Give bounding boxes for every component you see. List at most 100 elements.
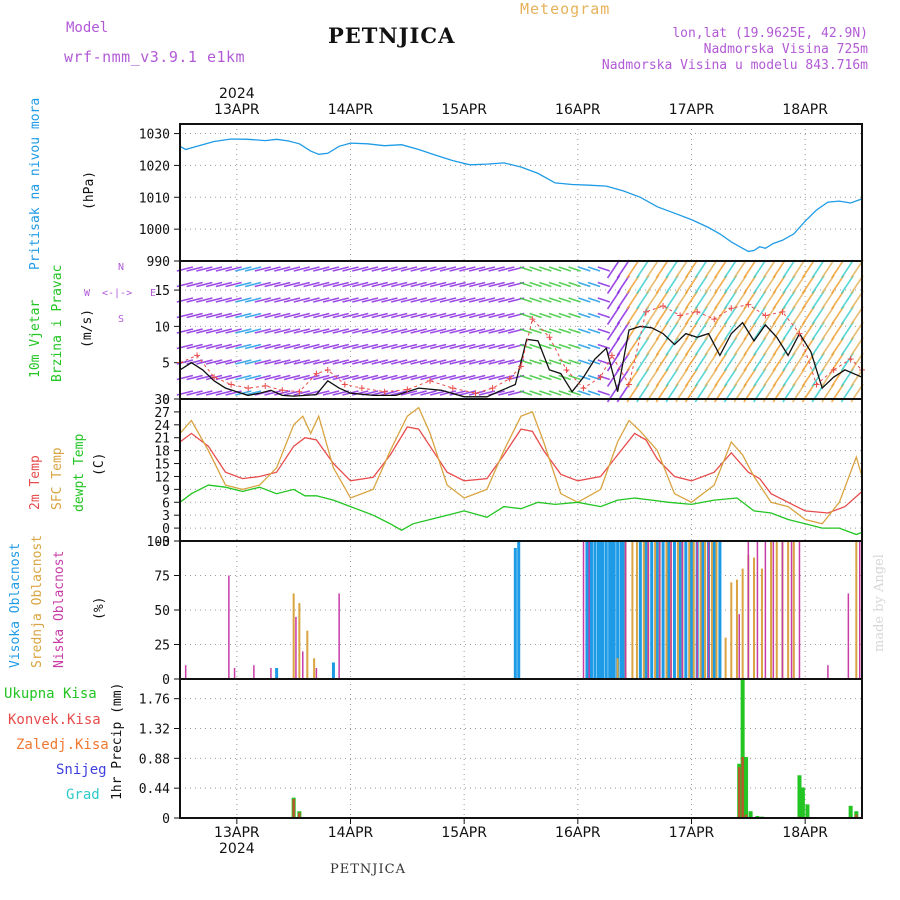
wind-arrow	[332, 281, 349, 288]
wind-arrow	[361, 359, 379, 365]
wind-arrow	[714, 321, 728, 341]
wind-arrow	[274, 359, 291, 365]
wind-arrow	[381, 312, 398, 319]
legend-frozen-rain: Zaledj.Kisa	[16, 737, 109, 753]
wind-arrow	[293, 297, 310, 303]
gust-marker	[660, 303, 667, 310]
wind-arrow	[313, 281, 330, 288]
wind-arrow	[675, 259, 689, 279]
wind-arrow	[655, 352, 669, 372]
bar-niska-oblacnost	[772, 541, 775, 679]
bar-srednja-oblacnost	[730, 582, 733, 679]
wind-arrow	[468, 359, 486, 365]
wind-arrow	[244, 343, 262, 350]
wind-arrow	[196, 359, 213, 365]
wind-arrow	[254, 281, 272, 288]
bar-ukupna-kisa	[740, 679, 745, 818]
wind-arrow	[519, 266, 533, 272]
wind-arrow	[655, 275, 669, 294]
wind-arrow	[352, 328, 369, 334]
wind-arrow	[371, 359, 388, 365]
bar-visoka-oblacnost	[690, 541, 693, 679]
wind-arrow	[762, 306, 777, 325]
wind-arrow	[293, 390, 310, 396]
wind-arrow	[381, 266, 398, 272]
wind-arrow	[665, 321, 679, 341]
product-title: Meteogram	[520, 0, 611, 18]
wind-arrow	[488, 328, 505, 334]
wind-arrow	[264, 359, 281, 365]
wind-arrow	[568, 312, 581, 319]
wind-arrow	[665, 275, 679, 294]
wind-arrow	[578, 328, 591, 334]
wind-arrow	[606, 259, 621, 279]
bar-niska-oblacnost	[790, 541, 793, 679]
wind-arrow	[205, 266, 223, 272]
wind-arrow	[684, 306, 699, 325]
wind-arrow	[391, 312, 408, 319]
wind-arrow	[723, 321, 738, 341]
wind-arrow	[274, 281, 291, 288]
pressure-ylabel-1: Pritisak na nivou mora	[28, 97, 43, 270]
wind-arrow	[665, 352, 679, 372]
wind-arrow	[303, 312, 320, 319]
bar-visoka-oblacnost	[601, 541, 605, 679]
wind-arrow	[322, 343, 340, 350]
wind-arrow	[274, 297, 291, 303]
wind-arrow	[606, 290, 621, 310]
wind-arrow	[830, 321, 845, 341]
bar-srednja-oblacnost	[741, 568, 744, 679]
wind-arrow	[539, 328, 552, 334]
wind-arrow	[225, 266, 242, 272]
wind-arrow	[684, 259, 699, 279]
bar-visoka-oblacnost	[517, 541, 521, 679]
wind-arrow	[568, 297, 581, 303]
wind-arrow	[371, 297, 388, 303]
gust-marker	[262, 382, 269, 389]
wind-arrow	[459, 374, 476, 381]
wind-arrow	[558, 343, 572, 350]
wind-arrow	[293, 359, 310, 365]
wind-arrow	[665, 306, 679, 325]
wind-arrow	[568, 328, 581, 334]
bar-niska-oblacnost	[670, 541, 672, 679]
wind-arrow	[439, 297, 457, 303]
wind-arrow	[821, 368, 835, 387]
wind-arrow	[616, 321, 630, 341]
wind-arrow	[322, 281, 340, 288]
gust-marker	[313, 370, 320, 377]
gust-marker	[711, 316, 718, 323]
wind-arrow	[420, 374, 437, 381]
wind-arrow	[519, 312, 533, 319]
wind-arrow	[694, 275, 708, 294]
elevation-label: Nadmorska Visina 725m	[703, 42, 868, 57]
wind-arrow	[675, 352, 689, 372]
wind-arrow	[498, 359, 515, 365]
wind-arrow	[244, 297, 262, 303]
bar-visoka-oblacnost	[712, 541, 716, 679]
wind-arrow	[801, 321, 816, 341]
gust-marker	[546, 334, 553, 341]
wind-arrow	[753, 259, 767, 279]
wind-arrow	[322, 312, 340, 319]
y-tick-label: 0.88	[139, 752, 170, 767]
pressure-ylabel-2: (hPa)	[82, 170, 97, 210]
wind-arrow	[753, 321, 767, 341]
wind-arrow	[459, 359, 476, 365]
compass-south: S	[118, 314, 125, 325]
wind-arrow	[830, 306, 845, 325]
wind-arrow	[821, 290, 835, 310]
x-tick-label-bottom: 18APR	[782, 825, 828, 841]
x-tick-label-bottom: 16APR	[555, 825, 601, 841]
wind-arrow	[792, 259, 806, 279]
gust-marker	[728, 305, 735, 312]
wind-arrow	[488, 266, 505, 272]
wind-arrow	[264, 328, 281, 334]
y-tick-label: 0	[162, 673, 170, 688]
wind-arrow	[811, 259, 825, 279]
bar-visoka-oblacnost	[610, 541, 614, 679]
wind-arrow	[303, 343, 320, 350]
bar-niska-oblacnost	[338, 593, 340, 679]
wind-arrow	[186, 328, 203, 334]
wind-arrow	[488, 297, 505, 303]
